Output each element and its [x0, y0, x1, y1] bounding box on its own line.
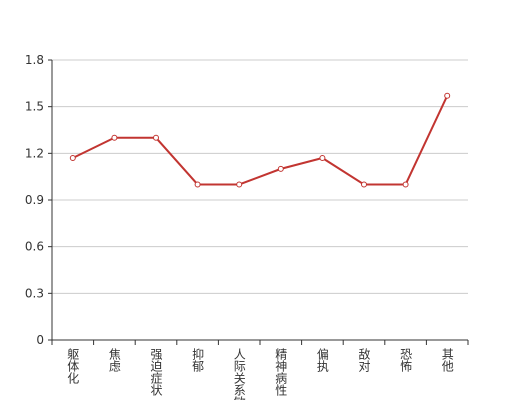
data-point — [319, 155, 326, 161]
y-tick-label: 1.5 — [25, 100, 44, 114]
data-point — [277, 165, 284, 172]
data-point — [69, 155, 76, 161]
data-point — [402, 181, 409, 188]
data-point — [361, 181, 367, 188]
data-line — [72, 95, 449, 186]
data-point — [236, 181, 243, 188]
y-tick-label: 1.8 — [25, 53, 44, 67]
x-tick-label: 人际关系敏感 — [232, 348, 246, 400]
x-tick-label: 其他 — [440, 348, 454, 372]
y-tick-label: 0 — [36, 333, 44, 347]
x-tick-label: 精神病性 — [274, 348, 288, 397]
x-tick-label: 偏执 — [315, 347, 329, 373]
data-point — [111, 134, 118, 141]
data-point — [444, 92, 451, 99]
y-tick-label: 1.2 — [25, 146, 44, 160]
x-tick-label: 敌对 — [357, 347, 371, 372]
x-tick-label: 抑郁 — [191, 347, 205, 373]
data-point — [194, 181, 201, 188]
data-point — [153, 134, 159, 141]
x-tick-label: 强迫症状 — [149, 348, 163, 396]
y-tick-label: 0.3 — [25, 286, 44, 300]
x-tick-label: 恐怖 — [399, 348, 413, 372]
y-tick-label: 0.6 — [25, 240, 44, 254]
x-tick-label: 焦虑 — [107, 348, 121, 372]
x-tick-label: 躯体化 — [66, 347, 80, 385]
y-tick-label: 0.9 — [25, 193, 44, 207]
